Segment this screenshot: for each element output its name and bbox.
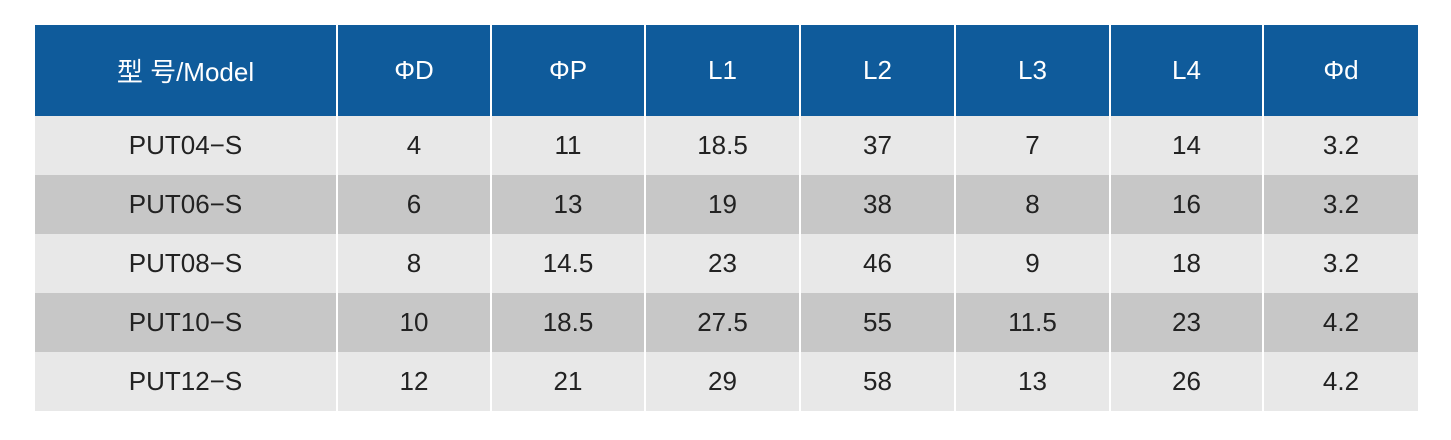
model-cell: PUT04−S [35, 116, 337, 175]
value-cell: 9 [954, 234, 1110, 293]
value-cell: 26 [1109, 352, 1263, 411]
value-cell: 12 [336, 352, 491, 411]
value-cell: 8 [954, 175, 1110, 234]
value-cell: 16 [1109, 175, 1263, 234]
value-cell: 23 [644, 234, 800, 293]
value-cell: 3.2 [1262, 116, 1418, 175]
table-body: PUT04−S 4 11 18.5 37 7 14 3.2 PUT06−S 6 13 19 38 8 16 3… [35, 116, 1418, 411]
value-cell: 3.2 [1262, 175, 1418, 234]
value-cell: 18 [1109, 234, 1263, 293]
value-cell: 13 [490, 175, 645, 234]
header-cell: L4 [1109, 25, 1263, 116]
value-cell: 58 [799, 352, 955, 411]
header-cell: L3 [954, 25, 1110, 116]
header-cell: ΦD [336, 25, 491, 116]
value-cell: 27.5 [644, 293, 800, 352]
spec-table: 型 号/Model ΦD ΦP L1 L2 L3 L4 Φd PUT04−S 4 11 18.5 37… [35, 25, 1418, 411]
value-cell: 14 [1109, 116, 1263, 175]
header-cell: Φd [1262, 25, 1418, 116]
value-cell: 4.2 [1262, 293, 1418, 352]
value-cell: 13 [954, 352, 1110, 411]
table-header: 型 号/Model ΦD ΦP L1 L2 L3 L4 Φd [35, 25, 1418, 116]
header-cell: L1 [644, 25, 800, 116]
table-row: PUT04−S 4 11 18.5 37 7 14 3.2 [35, 116, 1418, 175]
value-cell: 4 [336, 116, 491, 175]
table-row: PUT12−S 12 21 29 58 13 26 4.2 [35, 352, 1418, 411]
header-cell: L2 [799, 25, 955, 116]
value-cell: 10 [336, 293, 491, 352]
model-cell: PUT06−S [35, 175, 337, 234]
table-row: PUT10−S 10 18.5 27.5 55 11.5 23 4.2 [35, 293, 1418, 352]
value-cell: 14.5 [490, 234, 645, 293]
value-cell: 11 [490, 116, 645, 175]
header-row: 型 号/Model ΦD ΦP L1 L2 L3 L4 Φd [35, 25, 1418, 116]
value-cell: 11.5 [954, 293, 1110, 352]
value-cell: 4.2 [1262, 352, 1418, 411]
value-cell: 6 [336, 175, 491, 234]
header-cell: ΦP [490, 25, 645, 116]
model-cell: PUT10−S [35, 293, 337, 352]
value-cell: 29 [644, 352, 800, 411]
value-cell: 21 [490, 352, 645, 411]
value-cell: 46 [799, 234, 955, 293]
value-cell: 19 [644, 175, 800, 234]
value-cell: 3.2 [1262, 234, 1418, 293]
model-cell: PUT08−S [35, 234, 337, 293]
value-cell: 18.5 [490, 293, 645, 352]
value-cell: 38 [799, 175, 955, 234]
value-cell: 7 [954, 116, 1110, 175]
table-row: PUT06−S 6 13 19 38 8 16 3.2 [35, 175, 1418, 234]
value-cell: 8 [336, 234, 491, 293]
header-cell: 型 号/Model [35, 25, 337, 116]
model-cell: PUT12−S [35, 352, 337, 411]
value-cell: 55 [799, 293, 955, 352]
table-row: PUT08−S 8 14.5 23 46 9 18 3.2 [35, 234, 1418, 293]
value-cell: 23 [1109, 293, 1263, 352]
value-cell: 18.5 [644, 116, 800, 175]
value-cell: 37 [799, 116, 955, 175]
